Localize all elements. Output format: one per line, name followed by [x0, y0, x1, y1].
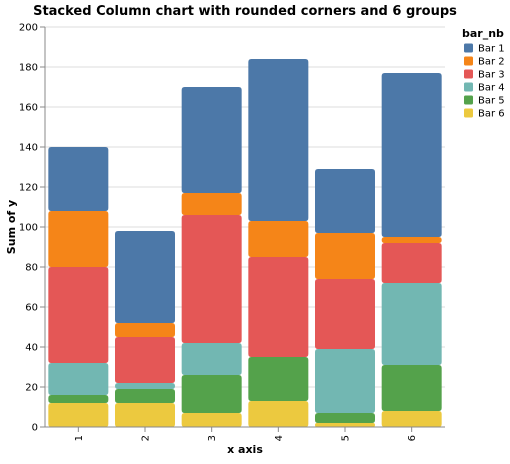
bar-segment: [381, 283, 442, 365]
bar-segment: [381, 73, 442, 237]
y-tick-label: 160: [19, 103, 38, 114]
bar-segment: [115, 323, 175, 337]
legend-label: Bar 5: [478, 96, 505, 107]
bar-segment: [181, 193, 242, 215]
legend: bar_nb Bar 1 Bar 2 Bar 3 Bar 4 Bar 5 Bar 6: [462, 27, 505, 120]
bar-segment: [48, 363, 109, 395]
bar-segment: [115, 403, 175, 427]
bar-segment: [115, 337, 175, 383]
bar-segment: [248, 257, 309, 357]
bar-segment: [381, 411, 442, 427]
bar-segment: [115, 231, 175, 323]
bar-segment: [115, 389, 175, 403]
bar-segment: [315, 233, 375, 279]
y-tick-label: 200: [19, 23, 38, 34]
gridlines: [45, 26, 445, 428]
y-tick-label: 80: [25, 263, 38, 274]
legend-swatch: [464, 108, 473, 118]
bar-segment: [181, 215, 242, 343]
y-tick-label: 40: [25, 343, 38, 354]
bars: [48, 59, 442, 427]
bar-segment: [48, 395, 109, 403]
y-tick-label: 120: [19, 183, 38, 194]
bar-segment: [181, 343, 242, 375]
x-tick-label: 4: [274, 435, 285, 441]
legend-label: Bar 6: [478, 109, 505, 120]
x-axis-label: x axis: [227, 443, 263, 456]
bar-segment: [381, 237, 442, 243]
bar-segment: [48, 211, 109, 267]
legend-swatch: [464, 95, 473, 105]
bar-segment: [381, 243, 442, 283]
legend-label: Bar 2: [478, 57, 505, 68]
bar-segment: [315, 349, 375, 413]
legend-label: Bar 3: [478, 70, 505, 81]
bar-segment: [181, 375, 242, 413]
bar-segment: [181, 413, 242, 427]
legend-swatch: [464, 56, 473, 66]
bar-segment: [248, 357, 309, 401]
bar-segment: [181, 87, 242, 193]
y-tick-label: 180: [19, 63, 38, 74]
bar-segment: [315, 413, 375, 423]
bar-segment: [48, 267, 109, 363]
legend-label: Bar 4: [478, 83, 505, 94]
y-tick-label: 60: [25, 303, 38, 314]
x-tick-label: 2: [141, 435, 152, 441]
chart-title: Stacked Column chart with rounded corner…: [33, 4, 457, 19]
y-axis-label: Sum of y: [5, 200, 18, 254]
x-tick-label: 1: [74, 435, 85, 441]
bar-segment: [248, 59, 309, 221]
bar-segment: [315, 169, 375, 233]
legend-title: bar_nb: [462, 27, 504, 40]
bar-segment: [248, 401, 309, 427]
y-tick-label: 0: [32, 423, 38, 434]
x-tick-label: 5: [341, 435, 352, 441]
legend-swatch: [464, 43, 473, 53]
bar-segment: [48, 147, 109, 211]
bar-segment: [315, 423, 375, 427]
y-tick-label: 140: [19, 143, 38, 154]
bar-segment: [381, 365, 442, 411]
legend-label: Bar 1: [478, 44, 505, 55]
bar-segment: [248, 221, 309, 257]
y-tick-label: 100: [19, 223, 38, 234]
bar-segment: [315, 279, 375, 349]
x-tick-label: 3: [207, 435, 218, 441]
bar-segment: [48, 403, 109, 427]
legend-swatch: [464, 82, 473, 92]
legend-swatch: [464, 69, 473, 79]
x-tick-label: 6: [407, 435, 418, 441]
axes: 0 20 40 60 80 100 120 140 160 180 200 1 2 3 4 5 6: [19, 23, 445, 441]
y-tick-label: 20: [25, 383, 38, 394]
bar-segment: [115, 383, 175, 389]
